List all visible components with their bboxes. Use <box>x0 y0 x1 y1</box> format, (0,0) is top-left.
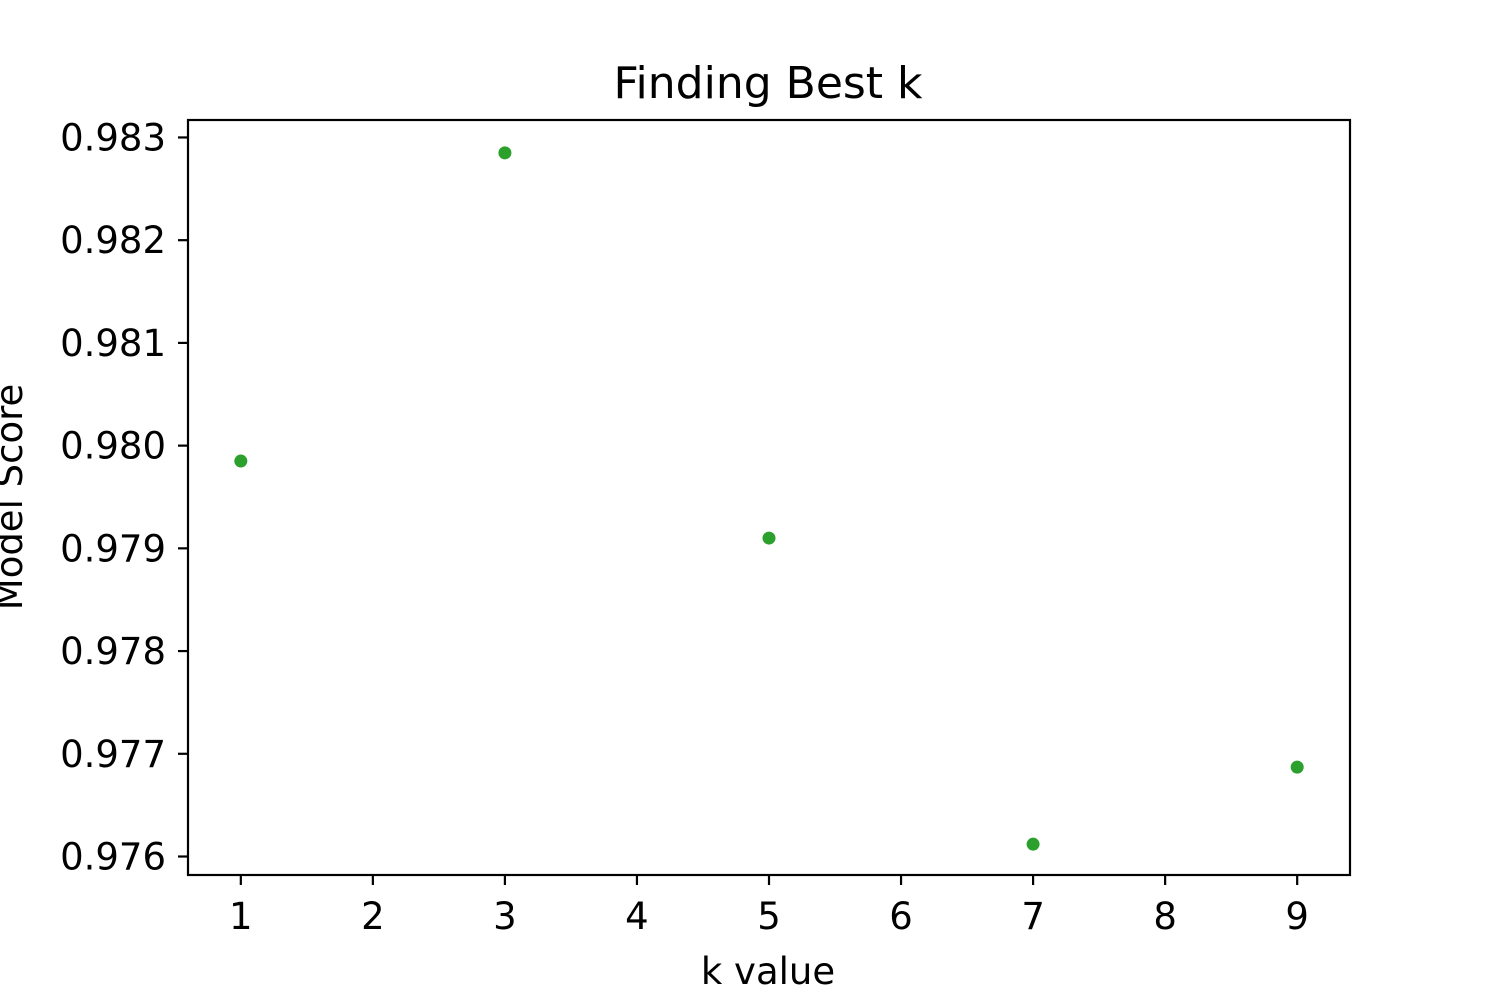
x-tick-label: 7 <box>1021 895 1045 938</box>
x-tick-label: 8 <box>1153 895 1177 938</box>
x-axis-label: k value <box>701 950 835 993</box>
y-tick-label: 0.978 <box>60 630 166 673</box>
x-tick-label: 4 <box>625 895 649 938</box>
plot-area <box>186 118 1352 877</box>
x-tick-label: 9 <box>1285 895 1309 938</box>
x-tick-label: 1 <box>229 895 253 938</box>
data-point <box>1026 837 1040 851</box>
y-tick-label: 0.982 <box>60 219 166 262</box>
y-tick-label: 0.979 <box>60 527 166 570</box>
data-point <box>234 454 248 468</box>
y-axis-label: Model Score <box>0 384 31 610</box>
x-tick-label: 3 <box>493 895 517 938</box>
data-points <box>234 146 1304 851</box>
data-point <box>1290 760 1304 774</box>
x-tick-label: 5 <box>757 895 781 938</box>
x-tick-label: 6 <box>889 895 913 938</box>
y-axis: 0.976 0.977 0.978 0.979 0.980 0.981 0.982 0.983 <box>60 116 188 879</box>
data-point <box>498 146 512 160</box>
x-axis: 1 2 3 4 5 6 7 8 9 <box>229 875 1309 938</box>
y-tick-label: 0.981 <box>60 322 166 365</box>
data-point <box>762 531 776 545</box>
y-tick-label: 0.980 <box>60 425 166 468</box>
y-tick-label: 0.977 <box>60 733 166 776</box>
plot-frame <box>186 118 1352 877</box>
y-tick-label: 0.983 <box>60 116 166 159</box>
x-tick-label: 2 <box>361 895 385 938</box>
chart-title: Finding Best k <box>613 58 923 109</box>
y-tick-label: 0.976 <box>60 836 166 879</box>
